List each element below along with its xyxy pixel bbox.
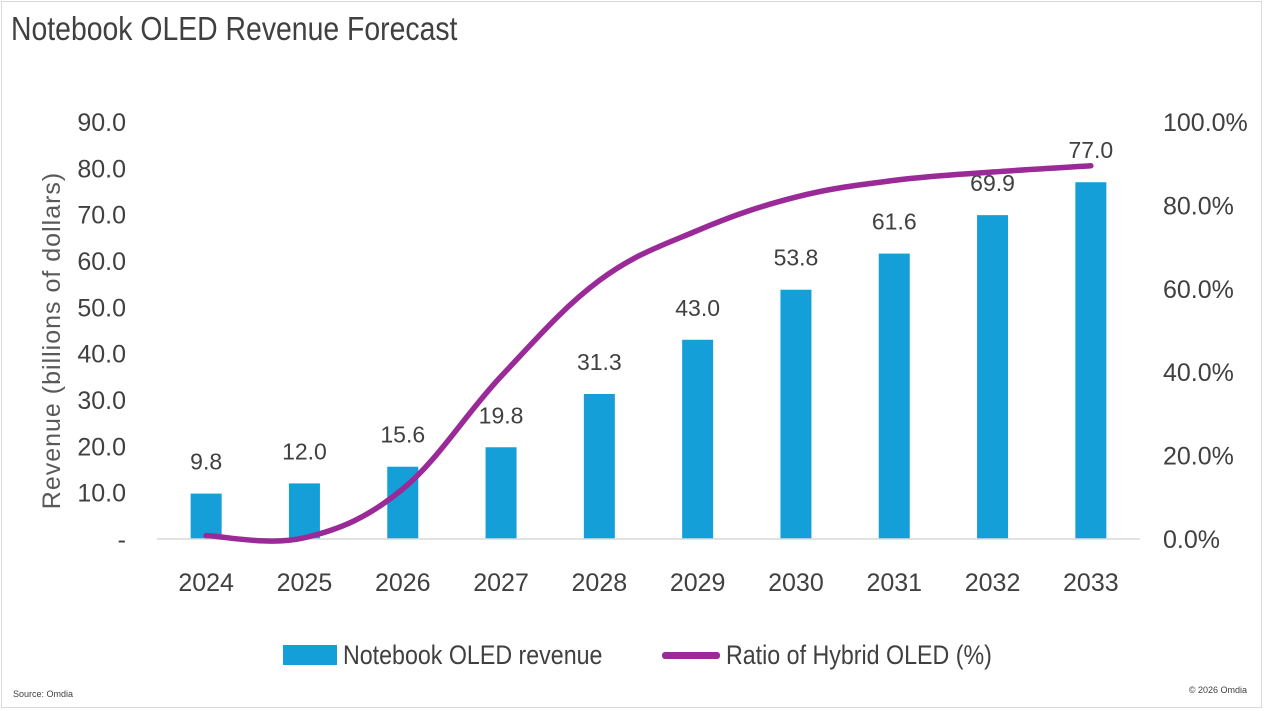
y-tick-label: 10.0	[77, 480, 126, 508]
source-note: Source: Omdia	[13, 689, 74, 699]
revenue-bar	[682, 339, 714, 539]
y-tick-label: 70.0	[77, 202, 126, 230]
x-tick-label: 2033	[1063, 569, 1119, 597]
bar-data-label: 15.6	[380, 422, 425, 448]
y-tick-label: 30.0	[77, 387, 126, 415]
bar-data-label: 31.3	[577, 349, 622, 375]
x-tick-label: 2028	[572, 569, 628, 597]
revenue-bar	[190, 493, 222, 539]
copyright-note: © 2026 Omdia	[1188, 685, 1247, 695]
bar-data-label: 53.8	[774, 245, 819, 271]
y-tick-label: 60.0	[77, 248, 126, 276]
x-tick-label: 2030	[768, 569, 824, 597]
y-tick-label: 80.0	[77, 155, 126, 183]
x-tick-label: 2031	[866, 569, 922, 597]
legend-item-revenue: Notebook OLED revenue	[283, 638, 645, 672]
y-tick-label: 20.0	[77, 433, 126, 461]
legend-label-revenue: Notebook OLED revenue	[343, 639, 603, 670]
y2-tick-label: 80.0%	[1163, 192, 1234, 220]
revenue-bar	[485, 447, 517, 539]
y-tick-label: 50.0	[77, 294, 126, 322]
x-tick-label: 2032	[965, 569, 1021, 597]
y-tick-label: 90.0	[77, 109, 126, 137]
bar-data-label: 77.0	[1068, 137, 1113, 163]
revenue-bar	[583, 393, 615, 539]
bar-data-label: 9.8	[190, 449, 222, 475]
chart-title: Notebook OLED Revenue Forecast	[11, 10, 458, 47]
y2-tick-label: 40.0%	[1163, 359, 1234, 387]
revenue-bar	[780, 289, 812, 539]
y-tick-label: -	[118, 526, 126, 554]
revenue-bar	[288, 483, 320, 539]
legend-line-swatch	[662, 651, 720, 659]
x-tick-label: 2029	[670, 569, 726, 597]
revenue-bar	[1075, 182, 1107, 539]
y-axis-title: Revenue (billions of dollars)	[38, 172, 66, 509]
hybrid-ratio-line	[203, 163, 1094, 544]
bar-data-label: 19.8	[479, 402, 524, 428]
bar-data-label: 12.0	[282, 438, 327, 464]
chart-legend: Notebook OLED revenue Ratio of Hybrid OL…	[0, 638, 1265, 672]
legend-item-ratio: Ratio of Hybrid OLED (%)	[662, 638, 1035, 672]
bar-data-label: 43.0	[675, 295, 720, 321]
y2-tick-label: 60.0%	[1163, 276, 1234, 304]
revenue-bar	[977, 215, 1009, 539]
x-tick-label: 2024	[178, 569, 234, 597]
y2-tick-label: 0.0%	[1163, 526, 1220, 554]
y2-tick-label: 20.0%	[1163, 443, 1234, 471]
x-tick-label: 2027	[473, 569, 529, 597]
bar-data-label: 61.6	[872, 209, 917, 235]
legend-label-ratio: Ratio of Hybrid OLED (%)	[726, 639, 992, 670]
y-tick-label: 40.0	[77, 341, 126, 369]
x-tick-label: 2026	[375, 569, 431, 597]
legend-bar-swatch	[283, 645, 337, 665]
x-tick-label: 2025	[277, 569, 333, 597]
y2-tick-label: 100.0%	[1163, 109, 1248, 137]
revenue-bar	[878, 253, 910, 539]
